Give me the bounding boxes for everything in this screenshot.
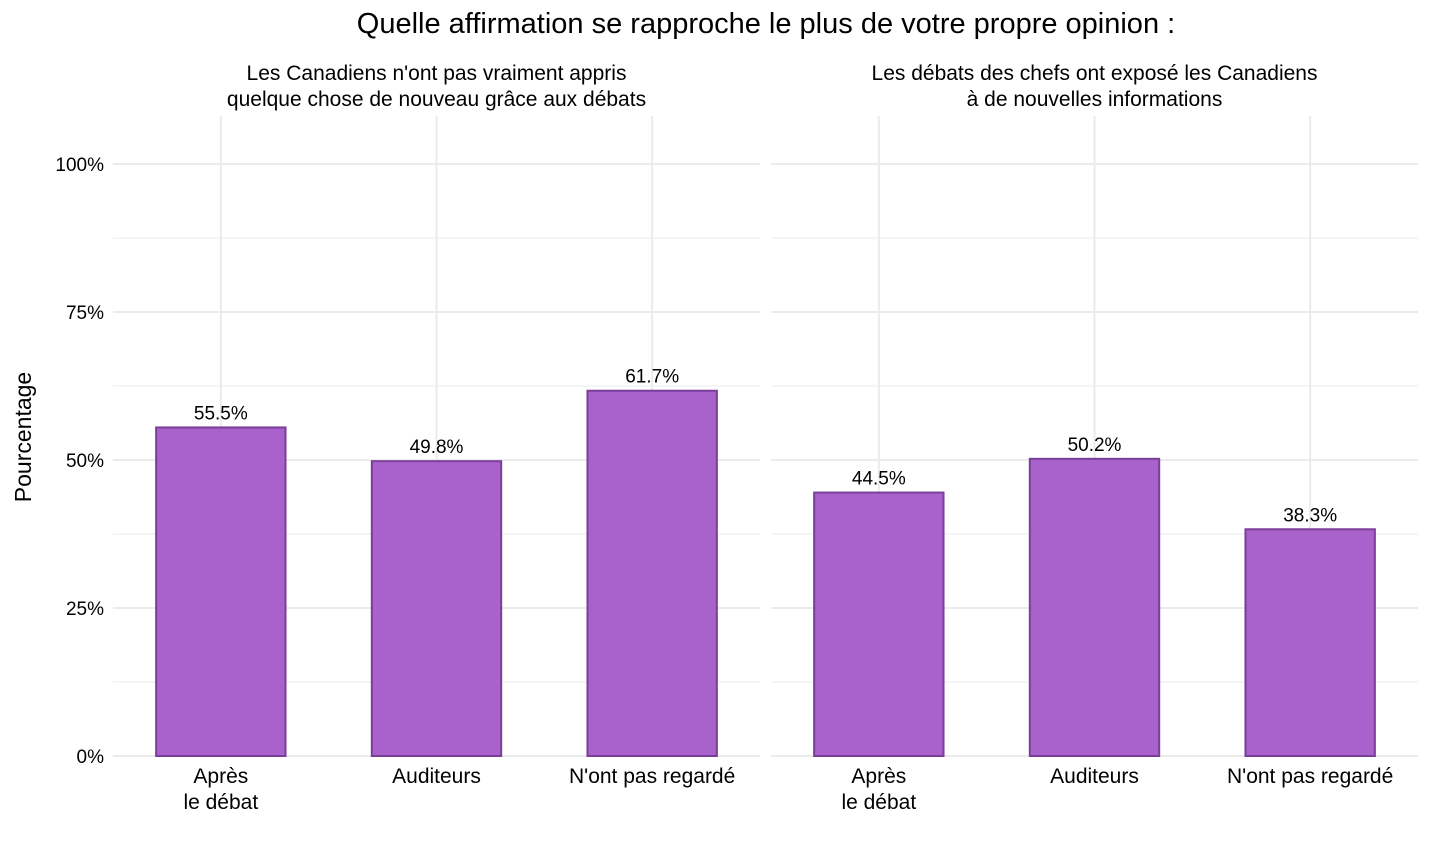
data-label: 38.3%	[1283, 505, 1337, 526]
bar	[813, 491, 945, 757]
x-tick-label: Auditeurs	[392, 765, 481, 788]
data-label: 49.8%	[410, 437, 464, 458]
x-tick-label: le débat	[841, 791, 916, 814]
x-tick-label: Après	[851, 765, 906, 788]
data-label: 50.2%	[1068, 435, 1122, 456]
data-label: 55.5%	[194, 403, 248, 424]
bar	[155, 426, 287, 757]
y-tick-label: 50%	[66, 451, 104, 472]
x-tick-label: N'ont pas regardé	[1227, 765, 1393, 788]
facet-title: Les débats des chefs ont exposé les Cana…	[872, 62, 1318, 85]
facet-title: à de nouvelles informations	[967, 88, 1223, 111]
bar	[1244, 528, 1376, 757]
facet-title: Les Canadiens n'ont pas vraiment appris	[247, 62, 627, 85]
chart-title: Quelle affirmation se rapproche le plus …	[357, 8, 1175, 40]
x-tick-label: Après	[193, 765, 248, 788]
y-tick-label: 75%	[66, 303, 104, 324]
bar	[1028, 457, 1161, 757]
x-tick-label: le débat	[183, 791, 258, 814]
x-tick-label: Auditeurs	[1050, 765, 1139, 788]
facet-title: quelque chose de nouveau grâce aux débat…	[227, 88, 646, 111]
facet-panel-2: 44.5% Après le débat 50.2% Auditeurs 38.3% N'o…	[771, 62, 1418, 814]
bar	[370, 460, 503, 757]
data-label: 44.5%	[852, 469, 906, 490]
y-tick-label: 25%	[66, 599, 104, 620]
y-tick-label: 100%	[55, 155, 104, 176]
facet-panel-1: 55.5% Après le débat 49.8% Auditeurs 61.7% N'o…	[113, 62, 760, 814]
y-tick-label: 0%	[77, 747, 105, 768]
bar	[586, 389, 718, 757]
x-tick-label: N'ont pas regardé	[569, 765, 735, 788]
data-label: 61.7%	[625, 367, 679, 388]
y-axis-label: Pourcentage	[10, 372, 36, 502]
